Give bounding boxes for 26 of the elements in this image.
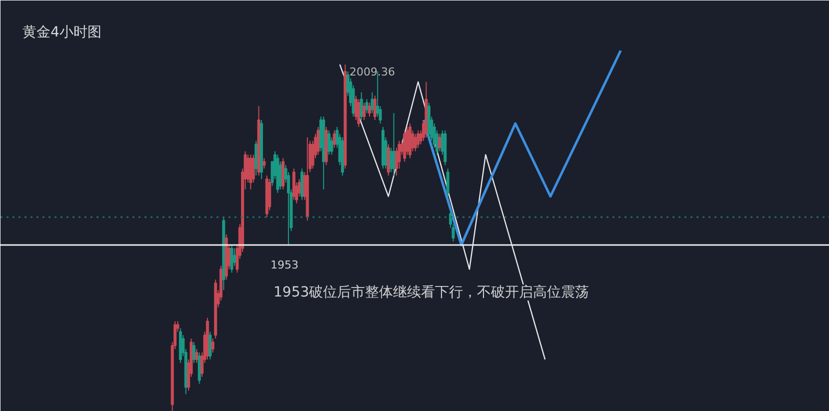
candlestick — [230, 244, 234, 274]
candlestick — [316, 126, 320, 156]
candlestick — [252, 154, 255, 183]
candlestick — [365, 98, 368, 114]
candlestick — [438, 133, 442, 152]
candlestick — [262, 158, 266, 170]
candlestick — [390, 147, 393, 173]
candlestick — [357, 98, 360, 128]
candlestick — [327, 130, 331, 156]
candlestick — [195, 348, 198, 364]
candlestick — [368, 102, 372, 118]
chart-title: 黄金4小时图 — [22, 24, 102, 40]
candlestick — [360, 92, 363, 121]
annotation: 2009.36 — [350, 66, 395, 78]
candlestick — [414, 133, 417, 152]
candlestick — [362, 102, 366, 121]
candlestick — [373, 95, 376, 121]
candlestick — [208, 331, 212, 360]
candlestick — [446, 168, 450, 197]
candlestick — [192, 342, 196, 364]
candlestick — [411, 130, 414, 152]
annotation: 1953破位后市整体继续看下行，不破开启高位震荡 — [274, 284, 590, 300]
annotation: 1953 — [270, 258, 298, 272]
candlestick — [416, 130, 420, 148]
candlestick — [211, 338, 214, 354]
candlestick — [370, 92, 374, 114]
